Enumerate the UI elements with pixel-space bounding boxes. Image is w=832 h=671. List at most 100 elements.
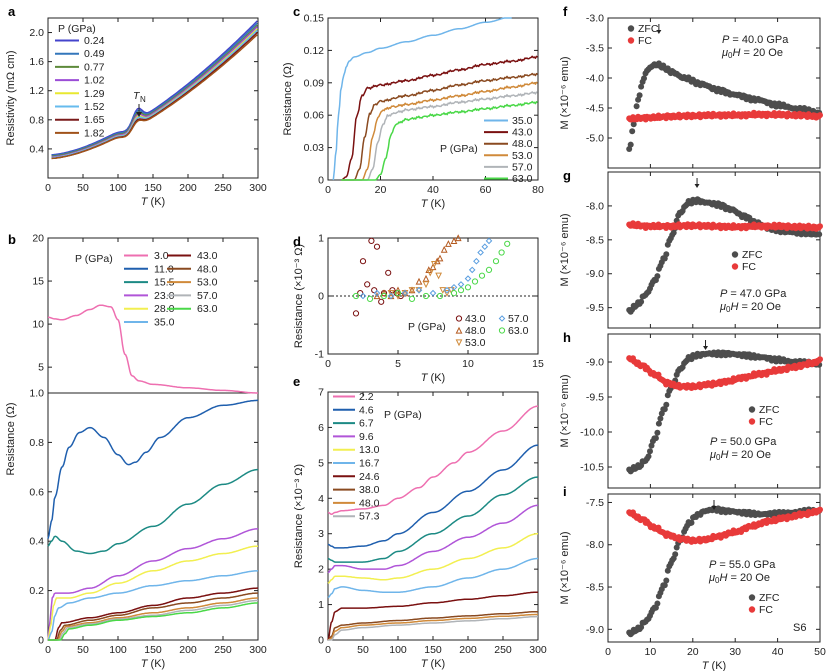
y-tick-label: 0.2 [29,585,44,597]
series-line-a-1.52 [51,29,258,159]
legend-label: 43.0 [197,250,218,262]
data-point-legend-63.0 [498,327,506,334]
series-line-a-1.02 [51,26,258,158]
series-line-b-63.0 [48,602,258,641]
data-point-63.0 [478,272,486,279]
legend-marker-ZFC [731,251,739,258]
y-tick-label: -9.0 [586,268,604,280]
data-point-ZFC [654,429,661,436]
legend-label: ZFC [759,404,780,416]
data-point-43.0 [373,243,381,250]
series-line-e-24.6 [327,591,538,641]
panel-label-c: c [293,4,300,19]
legend-title: P (GPa) [440,143,478,155]
panel-b-frame [47,237,259,641]
y-tick-label: 1.2 [29,85,44,97]
y-tick-label: 0.06 [304,110,325,122]
data-point-ZFC [636,92,643,99]
x-tick-label: 50 [77,644,89,656]
legend-label: 48.0 [512,138,533,150]
data-point-ZFC [630,121,637,128]
x-tick-label: 0 [325,358,331,370]
data-point-48.0 [373,292,381,300]
legend-label: 53.0 [197,277,218,289]
data-point-53.0 [415,287,423,294]
data-point-43.0 [368,237,375,244]
data-point-ZFC [663,577,670,584]
series-line-e-57.3 [328,615,538,641]
series-line-b-28.0 [47,545,259,641]
legend-label: 48.0 [465,325,486,337]
x-tick-label: 15 [532,358,544,370]
x-axis-label: T (K) [141,196,165,208]
y-axis-label: Resistance (Ω) [282,62,294,135]
y-tick-label: 0 [318,635,324,647]
data-point-legend-53.0 [455,339,463,347]
y-tick-label: 0.12 [304,45,325,57]
data-point-57.0 [464,275,472,282]
data-point-57.0 [477,249,484,256]
data-point-48.0 [415,277,423,285]
pressure-note: P = 47.0 GPa [720,288,787,300]
legend-title: P (GPa) [408,321,446,333]
data-point-43.0 [352,310,360,317]
data-point-legend-43.0 [455,315,463,322]
y-tick-label: 0.4 [29,536,44,548]
tn-subscript: N [140,95,146,104]
x-tick-label: 100 [109,644,127,656]
data-point-63.0 [471,278,479,285]
panel-g-frame [607,171,821,329]
data-point-48.0 [440,245,448,253]
y-tick-label: -8.5 [586,234,604,246]
field-note: μ0H = 20 Oe [721,47,783,60]
x-tick-label: 0 [605,646,611,658]
data-point-63.0 [492,258,500,265]
series-line-e-13.0 [327,532,538,584]
data-point-53.0 [408,287,416,294]
legend-label: 1.65 [84,114,105,126]
legend-title: P (GPa) [75,253,113,265]
data-point-63.0 [450,290,458,297]
panel-label-a: a [8,4,16,19]
y-tick-label: 0.6 [29,486,44,498]
data-point-ZFC [672,551,679,558]
y-tick-label: 7 [318,387,324,399]
data-point-ZFC [645,453,652,460]
series-line-e-48.0 [327,613,538,641]
y-tick-label: 2 [318,564,324,576]
x-tick-label: 80 [532,184,544,196]
data-point-ZFC [688,519,695,526]
data-point-57.0 [373,289,381,297]
data-point-57.0 [429,289,437,297]
series-line-b-48.0 [48,592,258,641]
series-line-a-0.24 [51,20,258,156]
data-point-53.0 [435,272,443,280]
series-line-b-35.0 [47,570,259,641]
legend-label: 0.24 [84,35,105,47]
x-tick-label: 30 [729,646,741,658]
y-tick-label: -8.0 [586,200,604,212]
y-tick-label: 0 [318,175,324,187]
legend-label: FC [742,261,756,273]
tn-label: T [133,90,141,102]
legend-marker-ZFC [748,594,756,601]
series-line-e-9.6 [327,504,538,574]
x-tick-label: 300 [249,644,267,656]
data-point-FC [817,223,823,230]
y-axis-label: M (×10⁻⁶ emu) [559,375,571,448]
y-tick-label: 1.6 [29,56,44,68]
data-point-57.0 [387,292,395,300]
data-point-ZFC [638,298,645,305]
panel-label-e: e [293,374,300,389]
y-tick-label: -8.5 [586,582,604,594]
x-tick-label: 50 [814,646,826,658]
legend-label: ZFC [638,23,659,35]
data-point-57.0 [468,266,476,274]
legend-label: 0.49 [84,48,105,60]
x-tick-label: 40 [427,184,439,196]
data-point-53.0 [387,290,395,297]
data-point-ZFC [661,582,668,589]
sample-label: S6 [793,622,806,634]
data-point-FC [817,356,823,363]
legend-label: 23.0 [154,290,175,302]
